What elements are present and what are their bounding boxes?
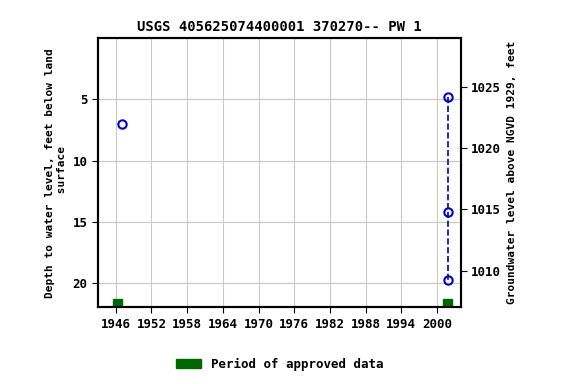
Y-axis label: Groundwater level above NGVD 1929, feet: Groundwater level above NGVD 1929, feet: [507, 41, 517, 305]
Legend: Period of approved data: Period of approved data: [170, 353, 388, 376]
Bar: [113, 299, 122, 307]
Y-axis label: Depth to water level, feet below land
 surface: Depth to water level, feet below land su…: [46, 48, 67, 298]
Title: USGS 405625074400001 370270-- PW 1: USGS 405625074400001 370270-- PW 1: [137, 20, 422, 35]
Bar: [443, 299, 452, 307]
